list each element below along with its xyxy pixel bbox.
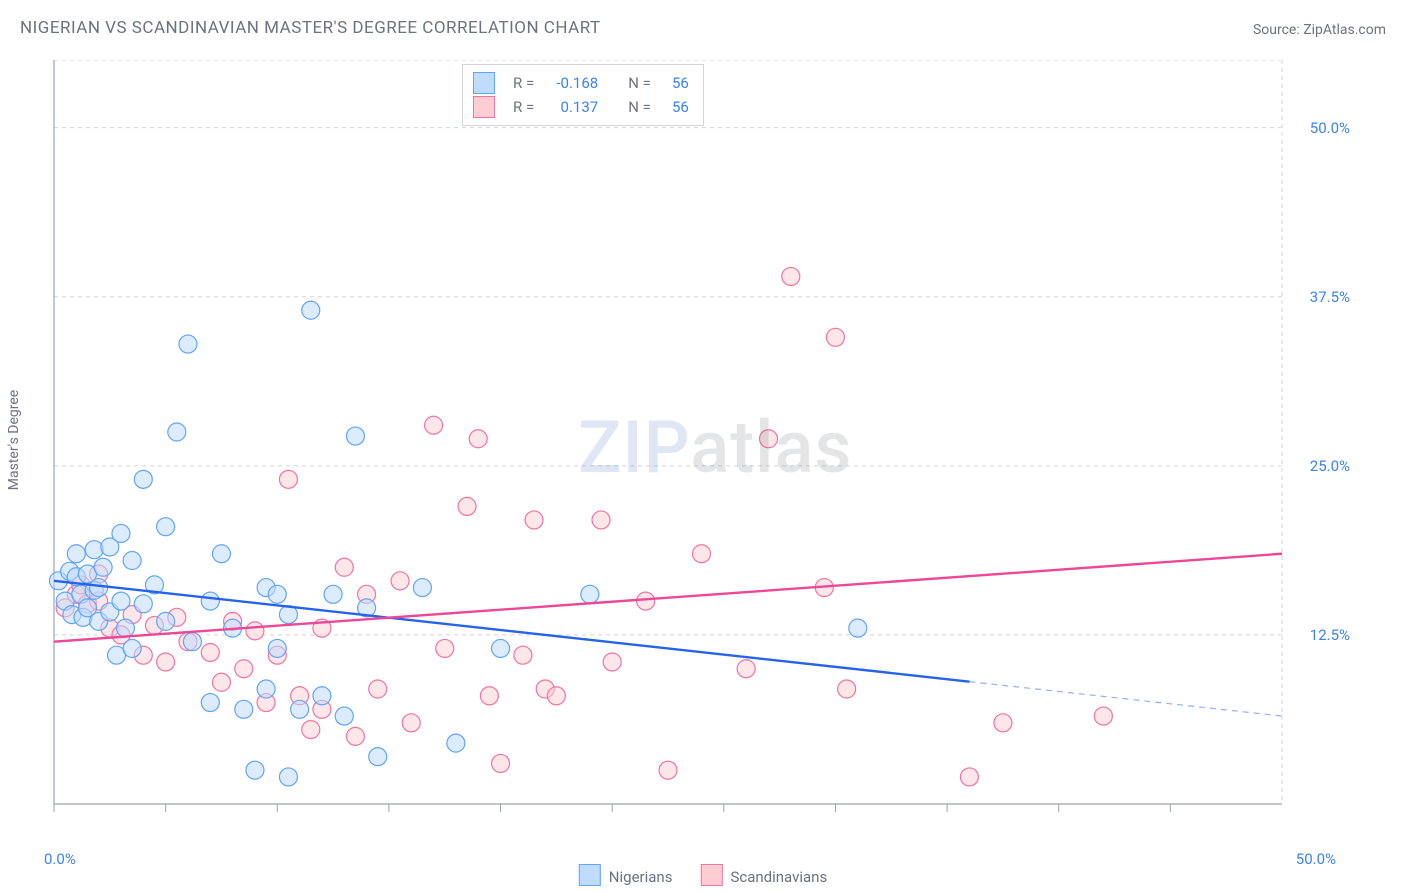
x-axis-max-label: 50.0%: [1296, 850, 1336, 868]
y-tick-label: 12.5%: [1310, 626, 1350, 644]
legend-label-nigerians: Nigerians: [609, 868, 673, 886]
correlation-row: R = -0.168 N = 56: [473, 71, 689, 95]
n-value: 56: [661, 71, 689, 95]
swatch-nigerians: [579, 864, 601, 886]
y-tick-label: 50.0%: [1310, 119, 1350, 137]
correlation-row: R = 0.137 N = 56: [473, 95, 689, 119]
swatch-nigerians-top: [473, 72, 495, 94]
legend-item-scandinavians: Scandinavians: [700, 864, 827, 886]
n-label: N =: [628, 95, 651, 119]
series-legend: Nigerians Scandinavians: [579, 864, 827, 886]
chart-title: NIGERIAN VS SCANDINAVIAN MASTER'S DEGREE…: [20, 18, 601, 38]
legend-item-nigerians: Nigerians: [579, 864, 673, 886]
y-axis-label: Master's Degree: [6, 390, 22, 490]
n-value: 56: [661, 95, 689, 119]
y-tick-label: 25.0%: [1310, 457, 1350, 475]
r-value: 0.137: [544, 95, 598, 119]
plot-area: ZIPatlas R =-0.168N =56R =0.137N =56: [48, 60, 1288, 820]
correlation-legend: R = -0.168 N = 56 R = 0.137 N = 56: [462, 64, 704, 126]
r-label: R =: [513, 95, 534, 119]
r-value: -0.168: [544, 71, 598, 95]
r-label: R =: [513, 71, 534, 95]
source-label: Source: ZipAtlas.com: [1253, 22, 1386, 38]
y-tick-label: 37.5%: [1310, 288, 1350, 306]
swatch-scandinavians-top: [473, 96, 495, 118]
n-label: N =: [628, 71, 651, 95]
scatter-svg: [48, 60, 1288, 820]
legend-label-scandinavians: Scandinavians: [730, 868, 827, 886]
x-axis-min-label: 0.0%: [44, 850, 76, 868]
swatch-scandinavians: [700, 864, 722, 886]
